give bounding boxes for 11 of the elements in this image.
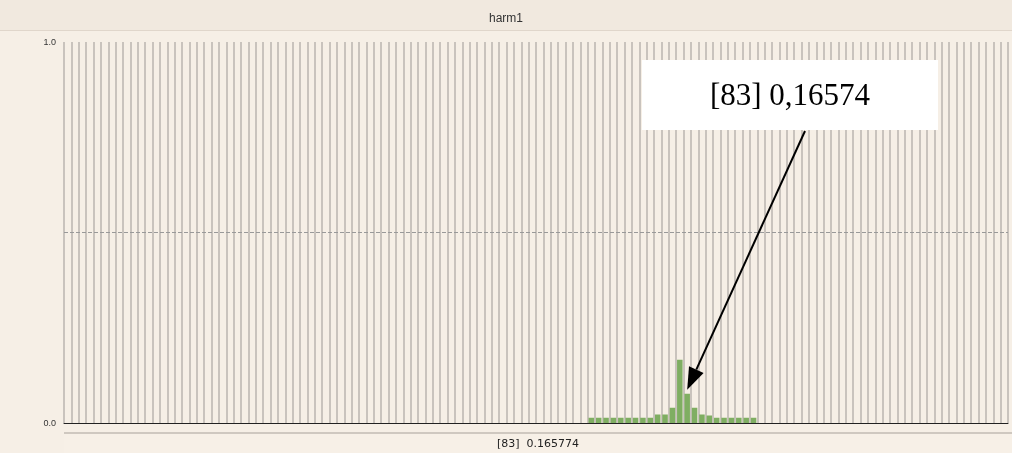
bar xyxy=(721,417,727,423)
callout-box: [83] 0,16574 xyxy=(642,60,938,130)
bar xyxy=(640,417,646,423)
bar xyxy=(706,415,713,423)
chart-title: harm1 xyxy=(488,11,524,25)
bar xyxy=(603,417,609,423)
bar xyxy=(699,414,705,423)
y-tick-label: 1.0 xyxy=(43,37,56,47)
bar xyxy=(662,414,668,423)
y-tick-label: 0.0 xyxy=(43,418,56,428)
text: [83] 0.165774 xyxy=(64,432,1012,453)
